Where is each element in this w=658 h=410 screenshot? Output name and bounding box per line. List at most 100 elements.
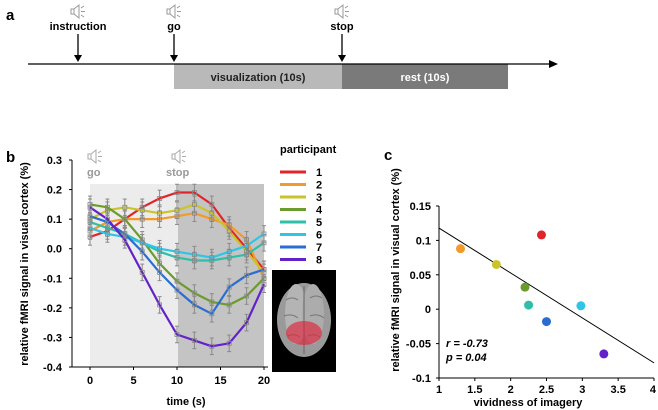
x-tick-label: 3.5 — [611, 384, 626, 396]
y-tick-label: -0.1 — [412, 373, 431, 385]
scatter-point-8 — [599, 349, 609, 359]
panel-b-x-label: time (s) — [166, 396, 205, 408]
legend-label: 8 — [316, 255, 322, 267]
x-tick-label: 2 — [508, 384, 514, 396]
data-point — [244, 320, 250, 326]
data-point — [191, 337, 197, 343]
data-point — [191, 252, 197, 258]
data-point — [157, 196, 163, 201]
x-tick-label: 20 — [258, 375, 270, 387]
y-tick-label: 0.15 — [410, 201, 431, 213]
scatter-point-1 — [536, 230, 546, 240]
panel-b-y-label: relative fMRI signal in visual cortex (%… — [19, 162, 31, 366]
data-point — [261, 281, 267, 287]
timeline-arrowhead — [549, 60, 558, 68]
data-point — [139, 249, 145, 255]
x-tick-label: 2.5 — [539, 384, 554, 396]
data-point — [105, 231, 110, 237]
panel-c-y-label: relative fMRI signal in visual cortex (%… — [390, 168, 402, 372]
data-point — [244, 243, 250, 249]
x-tick-label: 5 — [130, 375, 136, 387]
x-tick-label: 10 — [171, 375, 183, 387]
stop-speaker-icon — [171, 148, 186, 165]
panel-b-series — [87, 183, 267, 356]
go-cue-label: go — [87, 167, 101, 179]
scatter-point-3 — [491, 259, 501, 269]
series-line — [89, 203, 265, 306]
data-point — [209, 210, 215, 216]
data-point — [122, 237, 128, 243]
scatter-point-2 — [456, 244, 465, 254]
brain-image — [272, 270, 336, 372]
legend-label: 5 — [316, 217, 322, 229]
event-instruction: instruction — [50, 3, 107, 62]
go-arrowhead — [170, 55, 178, 62]
y-tick-label: -0.4 — [43, 362, 63, 374]
data-point — [87, 225, 93, 231]
x-tick-label: 1 — [436, 384, 442, 396]
data-point — [209, 343, 215, 349]
y-tick-label: 0.3 — [47, 155, 62, 167]
data-point — [174, 287, 180, 293]
legend-label: 7 — [316, 242, 322, 254]
data-point — [226, 228, 232, 234]
stats-p: p = 0.04 — [445, 352, 487, 364]
stop-cue-label: stop — [166, 167, 190, 179]
y-tick-label: 0.2 — [47, 185, 62, 197]
data-point — [191, 201, 197, 207]
data-point — [157, 246, 163, 252]
legend-label: 1 — [316, 167, 322, 179]
speaker-icon — [166, 3, 181, 20]
data-point — [226, 284, 232, 290]
x-tick-label: 3 — [579, 384, 585, 396]
scatter-point-7 — [542, 317, 551, 327]
stop-arrowhead — [338, 55, 346, 62]
data-point — [174, 249, 180, 255]
panel-c-points — [456, 230, 609, 359]
series-line — [89, 215, 265, 315]
rest-block — [342, 64, 508, 89]
y-tick-label: -0.2 — [43, 303, 62, 315]
event-stop: stop — [330, 3, 354, 62]
data-point — [191, 190, 197, 195]
series-8 — [87, 198, 267, 356]
y-tick-label: -0.05 — [406, 339, 431, 351]
panel-b-y-ticks: 0.3 0.2 0.1 0.0 -0.1 -0.2 -0.3 -0.4 — [43, 155, 72, 374]
x-tick-label: 4 — [650, 384, 657, 396]
data-point — [226, 302, 232, 308]
data-point — [261, 231, 267, 237]
speaker-icon — [334, 3, 349, 20]
data-point — [174, 332, 180, 337]
go-label: go — [167, 21, 181, 33]
visualization-block-label: visualization (10s) — [211, 72, 306, 84]
y-tick-label: 0.1 — [416, 235, 431, 247]
y-tick-label: 0 — [425, 304, 431, 316]
legend-label: 6 — [316, 230, 322, 242]
y-tick-label: 0.1 — [47, 214, 62, 226]
data-point — [105, 204, 110, 210]
y-tick-label: -0.1 — [43, 273, 62, 285]
visualization-block — [174, 64, 342, 89]
legend-title: participant — [280, 144, 337, 156]
data-point — [174, 190, 180, 195]
panel-c-label: c — [384, 147, 392, 164]
scatter-point-4 — [520, 282, 530, 292]
y-tick-label: 0.0 — [47, 244, 62, 256]
data-point — [139, 207, 145, 213]
panel-c-x-label: vividness of imagery — [474, 397, 584, 409]
regression-line — [438, 227, 655, 364]
data-point — [209, 255, 215, 260]
data-point — [122, 216, 128, 222]
scatter-point-6 — [576, 301, 586, 311]
panel-c-y-ticks: 0.15 0.1 0.05 0 -0.05 -0.1 — [406, 201, 439, 385]
data-point — [139, 269, 145, 275]
series-line — [89, 203, 265, 274]
series-line — [89, 191, 265, 271]
x-tick-label: 1.5 — [467, 384, 482, 396]
series-line — [89, 206, 266, 348]
y-tick-label: -0.3 — [43, 332, 62, 344]
data-point — [174, 207, 180, 213]
legend-label: 4 — [316, 205, 323, 217]
